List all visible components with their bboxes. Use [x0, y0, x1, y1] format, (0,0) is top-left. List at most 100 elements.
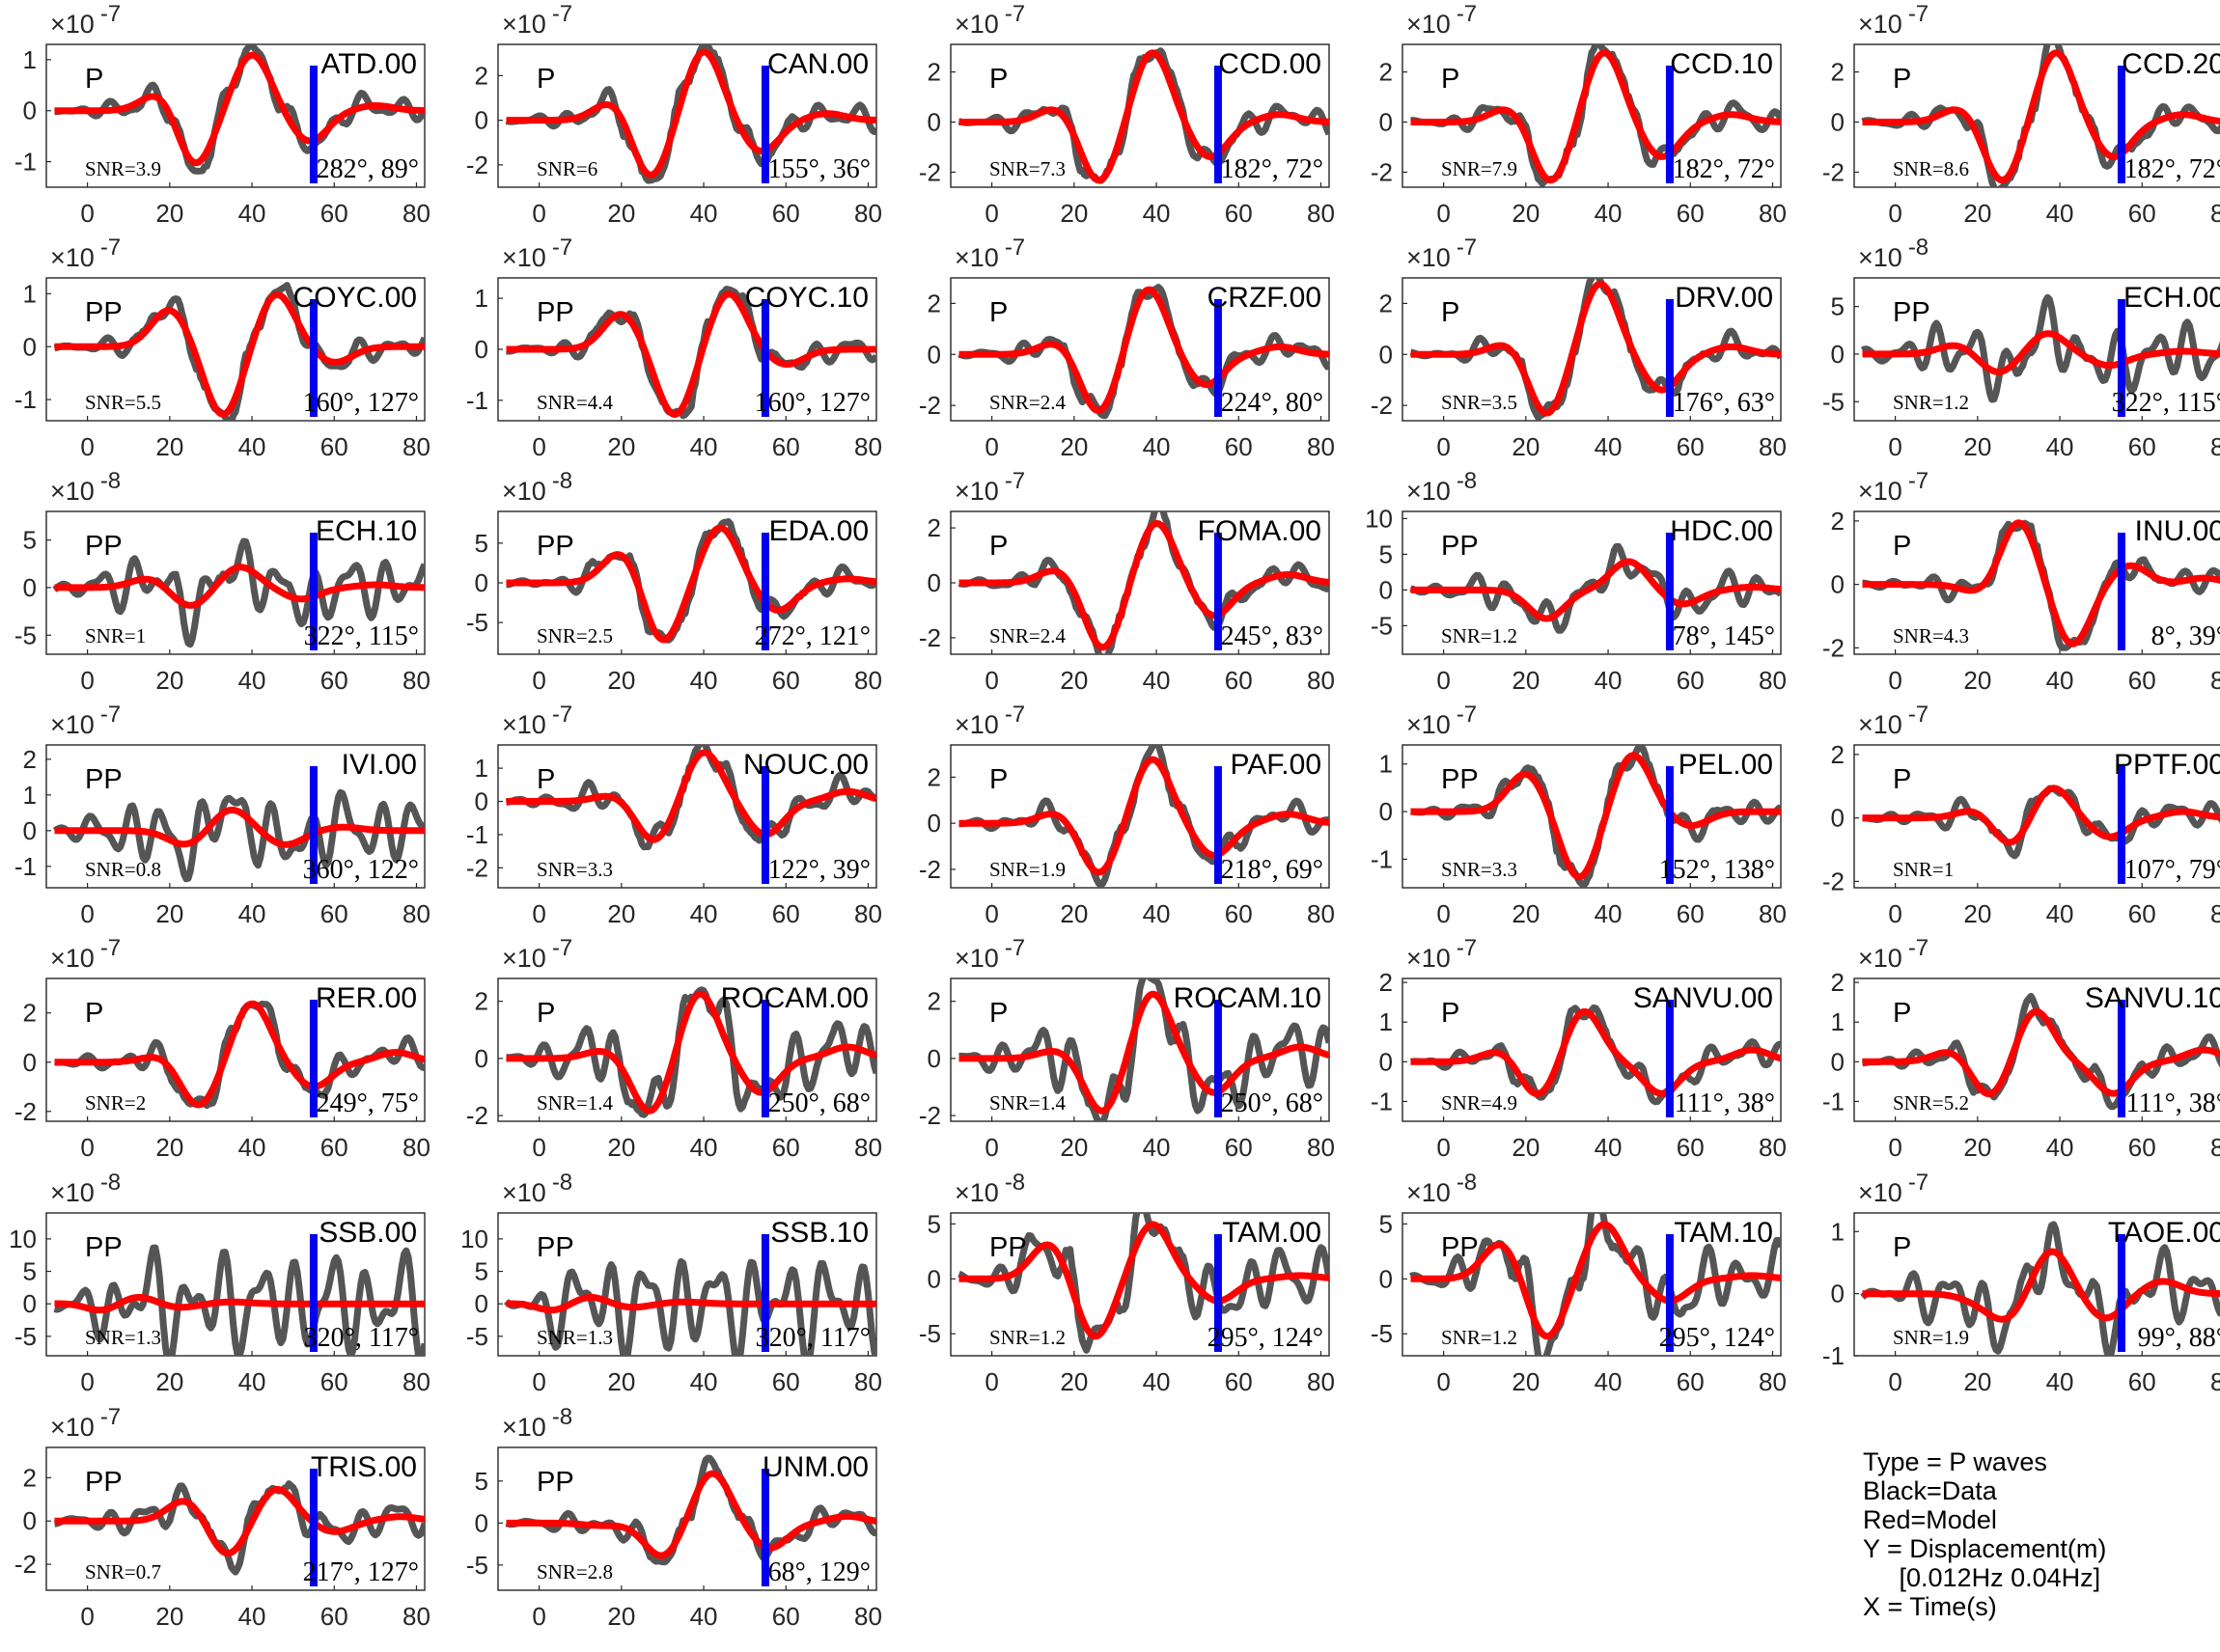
station-label: TAM.10 — [1674, 1217, 1773, 1249]
data-trace — [957, 978, 1329, 1121]
x-tick-label: 80 — [402, 666, 430, 695]
x-tick-label: 60 — [1677, 1367, 1705, 1396]
x-tick-label: 60 — [1225, 899, 1253, 928]
plot-frame — [1401, 977, 1782, 1122]
y-exponent-label: ×10 -7 — [502, 935, 572, 973]
snr-label: SNR=0.7 — [85, 1560, 161, 1583]
plot-area — [957, 745, 1329, 888]
y-tick-label: -2 — [466, 853, 488, 882]
phase-label: P — [537, 64, 555, 95]
plot-area — [1861, 519, 2220, 651]
x-tick-label: 40 — [1595, 666, 1623, 695]
x-tick-label: 80 — [854, 432, 882, 461]
y-tick-label: 0 — [23, 573, 37, 602]
snr-label: SNR=5.2 — [1893, 1091, 1969, 1115]
y-tick-label: 2 — [1379, 968, 1393, 997]
model-trace — [1409, 1007, 1781, 1097]
y-tick-label: -2 — [1822, 867, 1845, 895]
azimuth-label: 176°, 63° — [1673, 388, 1775, 418]
station-label: ATD.00 — [321, 48, 417, 80]
y-exponent-label: ×10 -7 — [955, 935, 1025, 973]
y-tick-label: -2 — [1371, 391, 1393, 420]
azimuth-label: 152°, 138° — [1659, 855, 1775, 885]
snr-label: SNR=2.8 — [537, 1560, 613, 1583]
y-tick-label: 0 — [23, 1506, 37, 1535]
snr-label: SNR=1.3 — [537, 1326, 613, 1349]
snr-label: SNR=1.2 — [1893, 391, 1969, 414]
y-tick-label: -5 — [14, 1322, 37, 1351]
x-tick-label: 60 — [320, 1133, 348, 1162]
station-label: SANVU.00 — [1633, 982, 1773, 1014]
x-tick-label: 40 — [1143, 1133, 1171, 1162]
y-exponent-value: -7 — [552, 702, 572, 728]
snr-label: SNR=6 — [537, 157, 597, 180]
y-tick-label: -5 — [1371, 611, 1393, 640]
model-trace — [1409, 280, 1781, 417]
snr-label: SNR=1.4 — [989, 1091, 1066, 1115]
phase-label: P — [1893, 64, 1911, 95]
x-tick-label: 0 — [1888, 432, 1901, 461]
plot-area — [53, 282, 425, 421]
y-exponent-label: ×10 -7 — [50, 1, 121, 39]
y-exponent-label: ×10 -7 — [1406, 1, 1477, 39]
y-exponent-value: -7 — [552, 1, 572, 27]
phase-label: P — [1441, 297, 1459, 328]
x-tick-label: 0 — [985, 899, 998, 928]
y-exponent-value: -7 — [1908, 1170, 1929, 1196]
y-exponent-label: ×10 -8 — [955, 1170, 1025, 1207]
x-tick-label: 40 — [690, 1602, 718, 1631]
x-tick-label: 20 — [1060, 1367, 1088, 1396]
y-tick-label: 5 — [1379, 539, 1393, 568]
plot-area — [504, 1257, 876, 1356]
y-exponent-value: -7 — [100, 935, 121, 961]
y-exponent-label: ×10 -7 — [50, 1404, 121, 1442]
y-tick-label: 2 — [1831, 740, 1845, 769]
snr-label: SNR=1.2 — [1441, 624, 1517, 647]
station-label: ROCAM.00 — [721, 982, 869, 1014]
y-tick-label: -2 — [919, 391, 941, 420]
x-tick-label: 0 — [532, 1602, 545, 1631]
legend-line-band: [0.012Hz 0.04Hz] — [1863, 1563, 2101, 1592]
model-trace — [1861, 785, 2220, 846]
y-tick-label: 0 — [1831, 107, 1845, 136]
x-tick-label: 60 — [320, 1367, 348, 1396]
station-label: INU.00 — [2135, 515, 2220, 547]
y-exponent-value: -7 — [100, 702, 121, 728]
y-exponent-value: -7 — [100, 234, 121, 261]
x-tick-label: 20 — [607, 1602, 635, 1631]
y-tick-label: 1 — [23, 45, 37, 74]
station-label: TAOE.00 — [2108, 1217, 2220, 1249]
x-tick-label: 40 — [690, 199, 718, 228]
y-exponent-value: -7 — [100, 1404, 121, 1430]
model-trace — [957, 286, 1329, 414]
model-trace — [1409, 1221, 1781, 1340]
model-trace — [53, 806, 425, 848]
snr-label: SNR=2.5 — [537, 624, 613, 647]
station-label: COYC.10 — [745, 282, 869, 314]
y-exponent-value: -8 — [552, 1404, 572, 1430]
plot-area — [1409, 542, 1781, 634]
y-tick-label: -2 — [14, 1097, 37, 1126]
azimuth-label: 272°, 121° — [755, 621, 871, 651]
y-tick-label: 0 — [475, 1289, 488, 1318]
plot-area — [1860, 1221, 2220, 1356]
station-label: ECH.10 — [316, 515, 417, 547]
plot-frame — [45, 977, 426, 1122]
snr-label: SNR=2.4 — [989, 391, 1066, 414]
x-tick-label: 60 — [772, 666, 800, 695]
model-trace — [1861, 519, 2220, 647]
x-tick-label: 0 — [80, 666, 94, 695]
plot-area — [957, 1213, 1329, 1354]
y-exponent-value: -7 — [1908, 935, 1929, 961]
phase-label: P — [1893, 531, 1911, 562]
x-tick-label: 20 — [1963, 1133, 1991, 1162]
station-label: CAN.00 — [767, 48, 869, 80]
station-label: DRV.00 — [1675, 282, 1773, 314]
panel-unm-00: ×10 -8 -5 0 5 0 20 40 60 80 PP UNM.00 SNR=2.8 68°, 12… — [466, 1404, 882, 1631]
